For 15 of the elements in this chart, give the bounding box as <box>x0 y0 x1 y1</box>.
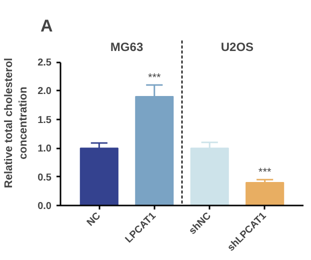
y-tick-label: 1.5 <box>38 114 52 126</box>
chart-title: A <box>40 16 53 36</box>
text: MG63 <box>110 40 144 54</box>
y-tick-label: 2.5 <box>38 58 52 69</box>
bar <box>80 148 118 206</box>
y-tick-label: 0.5 <box>38 172 52 184</box>
text: U2OS <box>220 40 254 54</box>
annotation: *** <box>148 72 162 84</box>
y-tick-label: 1.0 <box>38 144 52 155</box>
y-tick-label: 2.0 <box>38 86 52 98</box>
bar <box>246 182 284 206</box>
y-tick-label: 0.0 <box>38 201 52 212</box>
y-axis-title: Relative total cholesterol concentration <box>3 58 30 188</box>
x-tick-label: NC <box>85 210 104 229</box>
annotation: *** <box>258 166 272 179</box>
